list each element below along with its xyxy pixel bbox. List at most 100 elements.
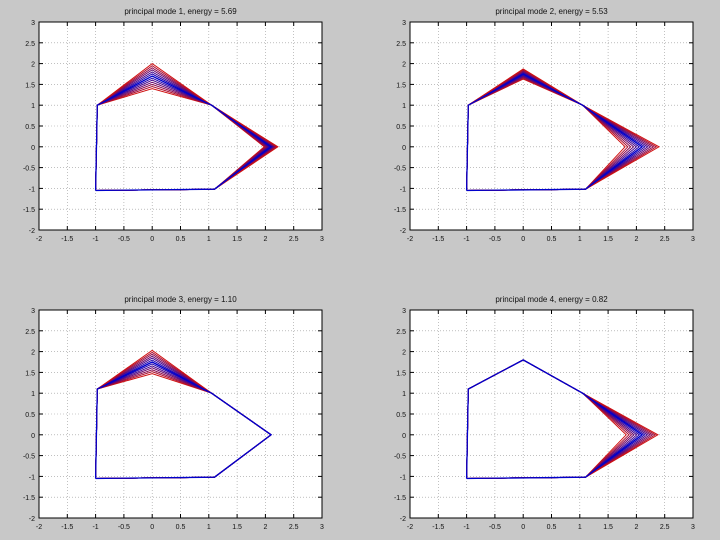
y-tick-label: -1.5 xyxy=(394,207,406,214)
subplot-mode-3: principal mode 3, energy = 1.10 -2 -1.5 -1… xyxy=(23,295,324,531)
y-tick-label: -1 xyxy=(29,186,35,193)
subplot-mode-4: principal mode 4, energy = 0.82 -2 -1.5 -1… xyxy=(394,295,695,531)
y-tick-label: 2 xyxy=(31,62,35,69)
x-tick-label: 3 xyxy=(320,236,324,243)
y-tick-label: 0 xyxy=(31,433,35,440)
y-tick-label: -2 xyxy=(29,228,35,235)
y-tick-label: 2 xyxy=(402,62,406,69)
x-tick-label: -0.5 xyxy=(118,524,130,531)
x-tick-label: 3 xyxy=(691,524,695,531)
x-tick-label: 1.5 xyxy=(232,236,242,243)
y-tick-label: 1.5 xyxy=(396,370,406,377)
y-tick-label: 3 xyxy=(31,20,35,27)
x-tick-label: -2 xyxy=(407,524,413,531)
x-tick-label: 1 xyxy=(578,524,582,531)
subplot-title: principal mode 3, energy = 1.10 xyxy=(124,295,237,304)
y-tick-label: 0 xyxy=(402,145,406,152)
x-tick-label: 1 xyxy=(207,524,211,531)
y-tick-label: 1.5 xyxy=(396,82,406,89)
y-tick-label: -1 xyxy=(400,186,406,193)
x-tick-label: 2 xyxy=(634,524,638,531)
y-tick-label: 0 xyxy=(402,433,406,440)
x-tick-label: -1 xyxy=(92,236,98,243)
y-tick-label: -2 xyxy=(29,516,35,523)
y-tick-label: 1 xyxy=(402,103,406,110)
x-tick-label: 3 xyxy=(691,236,695,243)
x-tick-label: 1.5 xyxy=(603,236,613,243)
x-tick-label: 0 xyxy=(150,236,154,243)
y-tick-label: -0.5 xyxy=(394,166,406,173)
x-tick-label: 0.5 xyxy=(547,524,557,531)
x-tick-label: -0.5 xyxy=(489,524,501,531)
y-tick-label: 2.5 xyxy=(396,41,406,48)
y-tick-label: -1.5 xyxy=(23,207,35,214)
y-tick-label: 0.5 xyxy=(25,412,35,419)
y-tick-label: 1.5 xyxy=(25,370,35,377)
subplot-mode-2: principal mode 2, energy = 5.53 -2 -1.5 -1… xyxy=(394,7,695,243)
y-tick-label: 1.5 xyxy=(25,82,35,89)
y-tick-label: 2.5 xyxy=(25,41,35,48)
x-tick-label: -0.5 xyxy=(118,236,130,243)
y-tick-label: 2.5 xyxy=(25,329,35,336)
y-tick-label: -2 xyxy=(400,516,406,523)
x-tick-label: 1.5 xyxy=(603,524,613,531)
x-tick-label: 0.5 xyxy=(176,236,186,243)
y-tick-label: -2 xyxy=(400,228,406,235)
x-tick-label: 0 xyxy=(150,524,154,531)
x-tick-label: 2.5 xyxy=(660,524,670,531)
y-tick-label: -1 xyxy=(400,474,406,481)
x-tick-label: -0.5 xyxy=(489,236,501,243)
y-tick-label: 3 xyxy=(402,308,406,315)
x-tick-label: 0.5 xyxy=(547,236,557,243)
y-tick-label: -1.5 xyxy=(394,495,406,502)
y-tick-label: 0.5 xyxy=(396,124,406,131)
x-tick-label: -1.5 xyxy=(61,524,73,531)
x-tick-label: 2.5 xyxy=(289,236,299,243)
y-tick-label: 1 xyxy=(31,391,35,398)
x-tick-label: 1 xyxy=(578,236,582,243)
x-tick-label: -1.5 xyxy=(432,524,444,531)
y-tick-label: 0.5 xyxy=(25,124,35,131)
x-tick-label: -1.5 xyxy=(432,236,444,243)
y-tick-label: 1 xyxy=(402,391,406,398)
x-tick-label: 2 xyxy=(263,236,267,243)
x-tick-label: -2 xyxy=(36,236,42,243)
x-tick-label: -1 xyxy=(463,236,469,243)
x-tick-label: 1.5 xyxy=(232,524,242,531)
y-tick-label: -0.5 xyxy=(23,454,35,461)
x-tick-label: -2 xyxy=(407,236,413,243)
subplot-title: principal mode 4, energy = 0.82 xyxy=(495,295,608,304)
y-tick-label: 0.5 xyxy=(396,412,406,419)
y-tick-label: -1.5 xyxy=(23,495,35,502)
x-tick-label: 0 xyxy=(521,236,525,243)
subplot-mode-1: principal mode 1, energy = 5.69 -2 -1.5 -1… xyxy=(23,7,324,243)
mean-shape-line xyxy=(94,361,273,480)
y-tick-label: -0.5 xyxy=(394,454,406,461)
y-tick-label: 1 xyxy=(31,103,35,110)
x-tick-label: 2.5 xyxy=(660,236,670,243)
y-tick-label: -0.5 xyxy=(23,166,35,173)
y-tick-label: -1 xyxy=(29,474,35,481)
subplot-title: principal mode 1, energy = 5.69 xyxy=(124,7,237,16)
x-tick-label: -1 xyxy=(92,524,98,531)
mean-shape-line xyxy=(465,359,644,480)
x-tick-label: 3 xyxy=(320,524,324,531)
x-tick-label: -1 xyxy=(463,524,469,531)
mean-shape-line xyxy=(465,73,644,192)
mean-shape-line xyxy=(94,75,273,192)
x-tick-label: 2 xyxy=(634,236,638,243)
y-tick-label: 3 xyxy=(31,308,35,315)
x-tick-label: 2 xyxy=(263,524,267,531)
y-tick-label: 3 xyxy=(402,20,406,27)
subplot-title: principal mode 2, energy = 5.53 xyxy=(495,7,608,16)
x-tick-label: 0.5 xyxy=(176,524,186,531)
x-tick-label: 0 xyxy=(521,524,525,531)
x-tick-label: -2 xyxy=(36,524,42,531)
y-tick-label: 2 xyxy=(31,350,35,357)
x-tick-label: 2.5 xyxy=(289,524,299,531)
x-tick-label: -1.5 xyxy=(61,236,73,243)
y-tick-label: 2.5 xyxy=(396,329,406,336)
y-tick-label: 0 xyxy=(31,145,35,152)
y-tick-label: 2 xyxy=(402,350,406,357)
